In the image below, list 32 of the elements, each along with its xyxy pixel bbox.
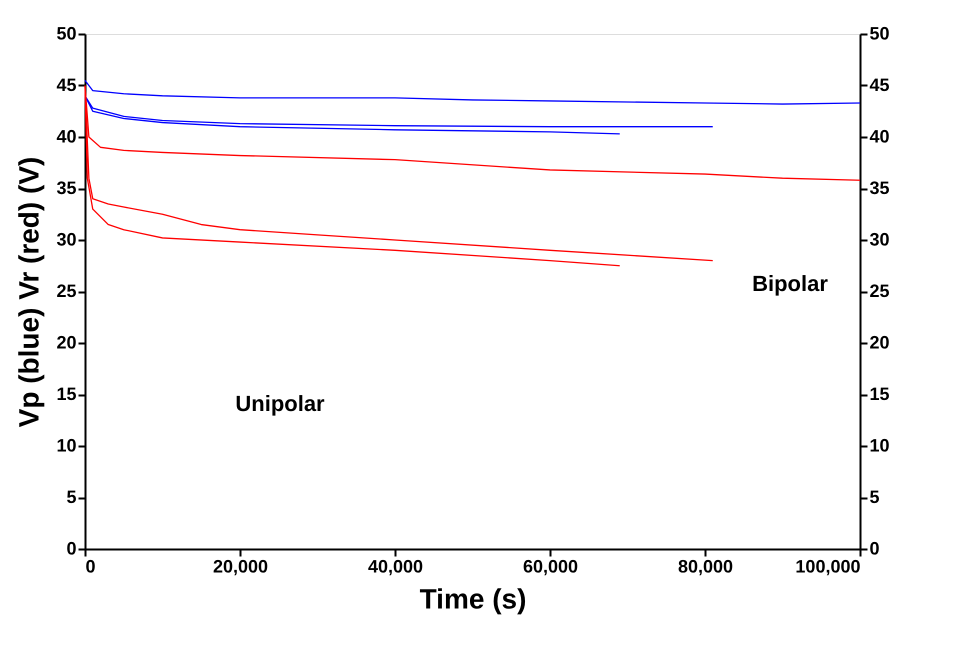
y2-tick-label: 20: [870, 332, 890, 352]
y2-tick-label: 15: [870, 384, 890, 404]
x-tick-label: 20,000: [212, 556, 268, 576]
y-tick-label: 25: [56, 281, 76, 301]
y2-tick-label: 50: [870, 24, 890, 44]
y-tick-label: 20: [56, 332, 76, 352]
y2-tick-label: 45: [870, 75, 890, 95]
annotation: Unipolar: [235, 391, 326, 416]
y-tick-label: 15: [56, 384, 76, 404]
x-tick-label: 0: [86, 556, 96, 576]
y2-tick-label: 5: [870, 487, 880, 507]
annotation: Bipolar: [752, 271, 828, 296]
y2-tick-label: 0: [870, 538, 880, 558]
y2-tick-label: 25: [870, 281, 890, 301]
y2-tick-label: 30: [870, 230, 890, 250]
x-tick-label: 40,000: [368, 556, 424, 576]
y2-tick-label: 40: [870, 126, 890, 146]
y-tick-label: 35: [56, 178, 76, 198]
y-axis-title: Vp (blue) Vr (red) (V): [13, 156, 44, 428]
y-tick-label: 40: [56, 126, 76, 146]
x-tick-label: 80,000: [678, 556, 734, 576]
y-tick-label: 50: [56, 24, 76, 44]
y-tick-label: 0: [66, 538, 76, 558]
y-tick-label: 30: [56, 230, 76, 250]
y-tick-label: 5: [66, 487, 76, 507]
x-axis-title: Time (s): [420, 584, 526, 614]
y2-tick-label: 35: [870, 178, 890, 198]
x-tick-label: 100,000: [795, 556, 860, 576]
y2-tick-label: 10: [870, 436, 890, 456]
y-tick-label: 10: [56, 436, 76, 456]
x-tick-label: 60,000: [522, 556, 578, 576]
y-tick-label: 45: [56, 75, 76, 95]
